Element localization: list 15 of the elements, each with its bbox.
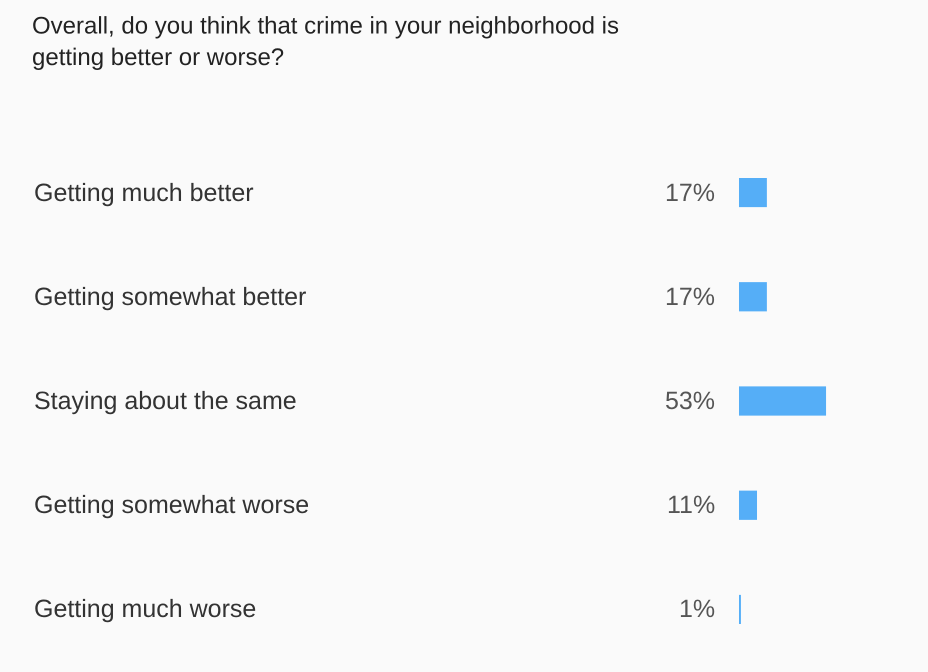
bar [738,386,826,416]
bar [738,282,767,312]
text: Overall, do you think that crime in your neighborhood is getting better or worse? [32,12,619,71]
data-label: 11% [667,491,716,519]
data-label: 17% [665,179,716,207]
bar [738,490,758,520]
y-tick-label: Getting much better [34,179,254,207]
data-label: 17% [665,283,716,311]
y-tick-label: Getting much worse [34,595,256,623]
data-label: 53% [665,387,716,415]
y-tick-label: Staying about the same [34,387,297,415]
y-tick-label: Getting somewhat better [34,283,306,311]
bar [738,178,767,208]
y-tick-label: Getting somewhat worse [34,491,310,519]
data-label: 1% [679,595,716,623]
